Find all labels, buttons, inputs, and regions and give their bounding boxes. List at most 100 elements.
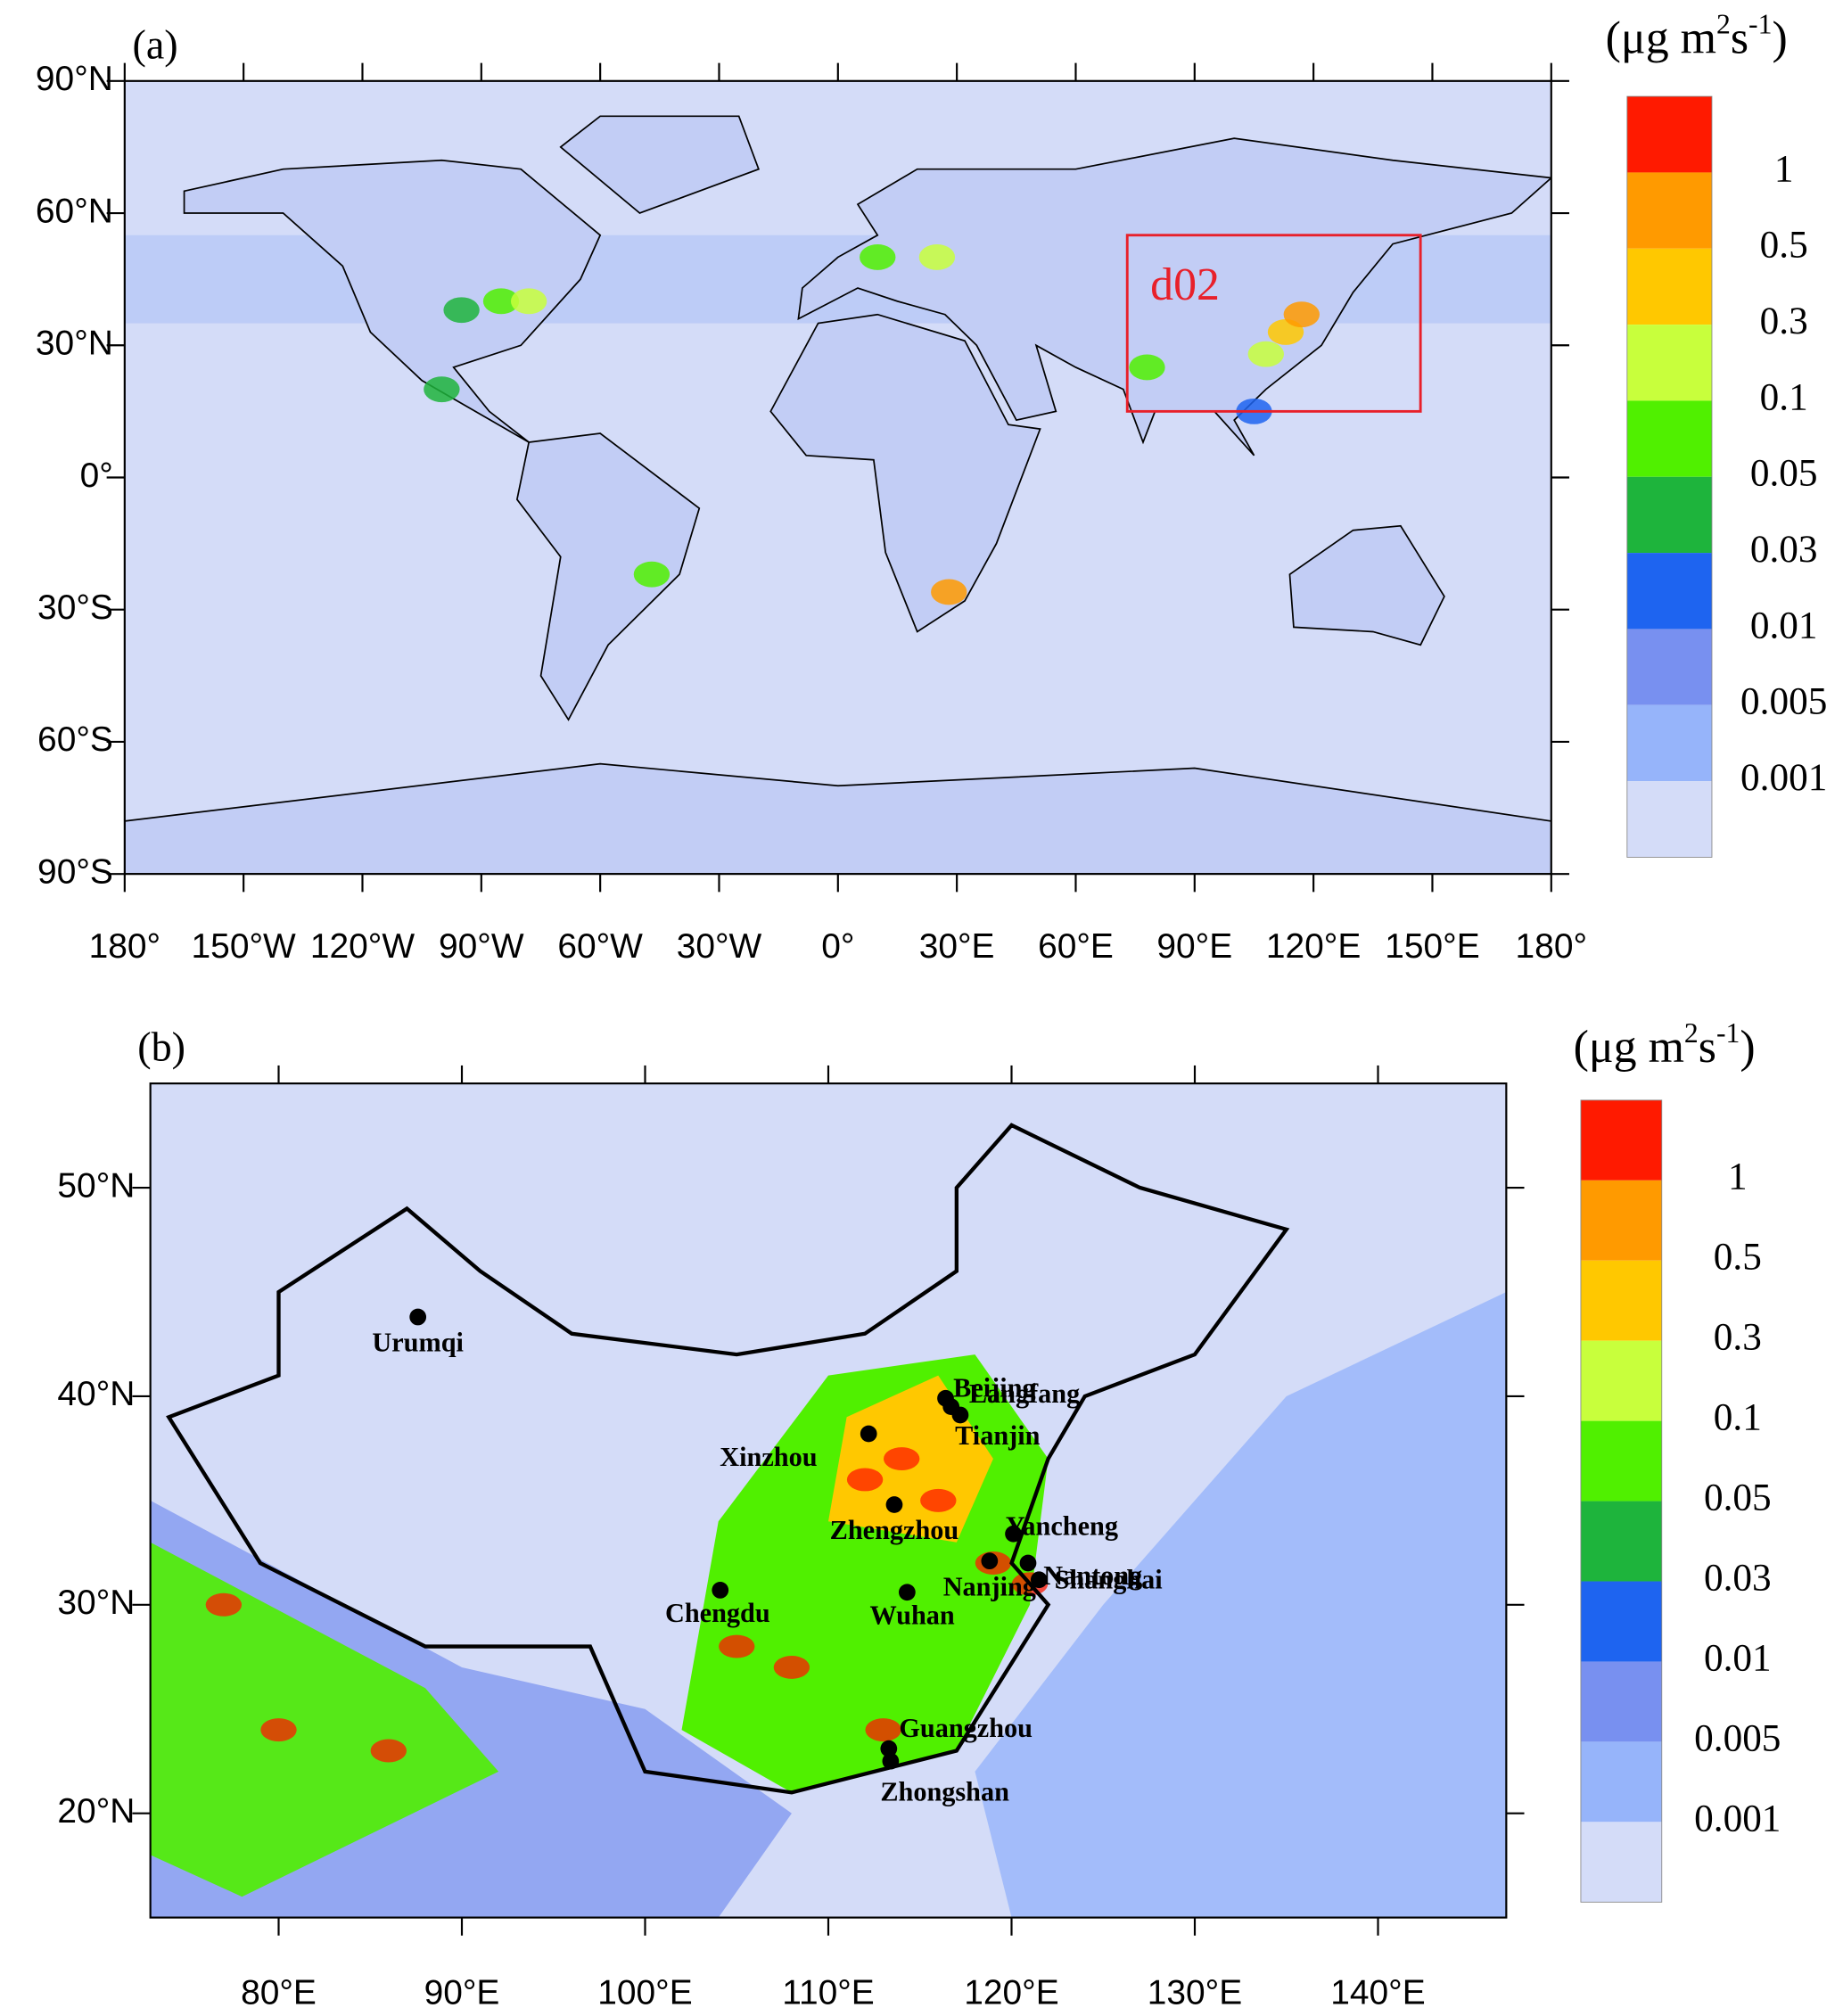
- emission-area: [424, 376, 460, 403]
- lon-label: 140°E: [1330, 1973, 1425, 2012]
- city-marker: [1030, 1571, 1048, 1589]
- colorbar-box: [1580, 1581, 1662, 1662]
- panel-label: (b): [137, 1024, 185, 1070]
- lon-label: 80°E: [241, 1973, 317, 2012]
- emission-area: [860, 244, 896, 270]
- colorbar-label: 0.01: [1750, 604, 1818, 646]
- land: [124, 762, 1551, 875]
- city-marker: [712, 1582, 729, 1599]
- colorbar-label: 0.3: [1714, 1316, 1762, 1359]
- lat-label: 30°S: [37, 588, 113, 627]
- lat-label: 20°N: [57, 1792, 135, 1831]
- emission-hotspot: [884, 1447, 920, 1471]
- city-marker: [951, 1406, 969, 1424]
- unit-part: 2: [1684, 1017, 1699, 1049]
- land: [1288, 524, 1445, 646]
- colorbar-box: [1626, 325, 1712, 401]
- emission-hotspot: [719, 1634, 755, 1658]
- unit-part: ): [1772, 12, 1787, 63]
- lon-label: 180°: [89, 927, 160, 966]
- land: [515, 432, 701, 721]
- colorbar-label: 1: [1774, 147, 1794, 190]
- lat-label: 90°N: [36, 60, 113, 98]
- colorbar-label: 1: [1728, 1156, 1748, 1198]
- lat-label: 30°N: [36, 325, 113, 363]
- colorbar-box: [1626, 248, 1712, 325]
- colorbar-box: [1580, 1501, 1662, 1582]
- colorbar-box: [1580, 1661, 1662, 1742]
- colorbar-label: 0.5: [1760, 224, 1808, 267]
- city-marker: [882, 1752, 900, 1770]
- emission-area: [1247, 341, 1284, 367]
- city-marker: [898, 1584, 916, 1601]
- colorbar-box: [1580, 1180, 1662, 1261]
- colorbar-box: [1626, 553, 1712, 629]
- colorbar-box: [1580, 1822, 1662, 1903]
- colorbar-label: 0.1: [1760, 375, 1808, 418]
- emission-area: [443, 297, 480, 324]
- colorbar-box: [1580, 1340, 1662, 1421]
- lon-label: 150°W: [192, 927, 296, 966]
- city-name: Langfang: [969, 1378, 1080, 1409]
- colorbar-box: [1626, 629, 1712, 705]
- unit-part: s: [1699, 1022, 1716, 1073]
- emission-hotspot: [846, 1468, 884, 1492]
- city-marker: [885, 1496, 903, 1513]
- lon-label: 90°E: [424, 1973, 500, 2012]
- emission-area: [931, 579, 967, 605]
- emission-hotspot: [920, 1488, 957, 1512]
- emission-hotspot: [205, 1592, 243, 1617]
- city-marker: [880, 1740, 898, 1757]
- lat-label: 60°S: [37, 720, 113, 759]
- colorbar-box: [1626, 400, 1712, 477]
- lat-label: 90°S: [37, 852, 113, 891]
- colorbar-box: [1626, 781, 1712, 858]
- city-marker: [1019, 1554, 1037, 1572]
- lat-label: 50°N: [57, 1166, 135, 1205]
- colorbar-label: 0.05: [1750, 452, 1818, 495]
- unit-part: 2: [1716, 9, 1731, 40]
- lon-label: 30°W: [677, 927, 762, 966]
- unit-part: -1: [1716, 1017, 1740, 1049]
- colorbar-box: [1626, 96, 1712, 173]
- emission-area: [510, 288, 547, 315]
- city-marker: [409, 1308, 427, 1326]
- lon-label: 130°E: [1148, 1973, 1242, 2012]
- city-name: Tianjin: [955, 1420, 1040, 1451]
- lon-label: 90°E: [1156, 927, 1232, 966]
- land: [559, 115, 760, 214]
- sea-area: [975, 1292, 1507, 1918]
- lon-label: 60°E: [1038, 927, 1114, 966]
- lon-label: 150°E: [1385, 927, 1479, 966]
- china-border: [166, 1123, 1290, 1795]
- d02-label: d02: [1150, 259, 1220, 310]
- emission-hotspot: [370, 1739, 407, 1763]
- colorbar-frame: [1580, 1099, 1663, 1903]
- city-marker: [981, 1552, 999, 1570]
- city-name: Xinzhou: [720, 1442, 817, 1472]
- india: [150, 1542, 499, 1897]
- lon-label: 60°W: [557, 927, 643, 966]
- emission-area: [918, 244, 956, 270]
- land: [769, 313, 1041, 633]
- city-name: Urumqi: [372, 1328, 464, 1358]
- lat-label: 40°N: [57, 1375, 135, 1413]
- colorbar-label: 0.005: [1694, 1716, 1781, 1759]
- emission-area: [1283, 301, 1320, 328]
- city-name: Nanjing: [943, 1571, 1036, 1601]
- colorbar-label: 0.001: [1740, 756, 1827, 799]
- map-b: [150, 1083, 1507, 1918]
- colorbar-box: [1626, 172, 1712, 249]
- city-name: Guangzhou: [899, 1713, 1033, 1743]
- map-a: [124, 80, 1551, 875]
- emission-area: [482, 288, 520, 315]
- emission-hotspot: [865, 1718, 901, 1742]
- colorbar-label: 0.01: [1704, 1636, 1772, 1679]
- unit-part: (μg m: [1606, 12, 1716, 63]
- colorbar-label: 0.03: [1750, 528, 1818, 571]
- colorbar-box: [1626, 476, 1712, 554]
- colorbar-label: 0.5: [1714, 1236, 1762, 1279]
- colorbar-label: 0.03: [1704, 1556, 1772, 1599]
